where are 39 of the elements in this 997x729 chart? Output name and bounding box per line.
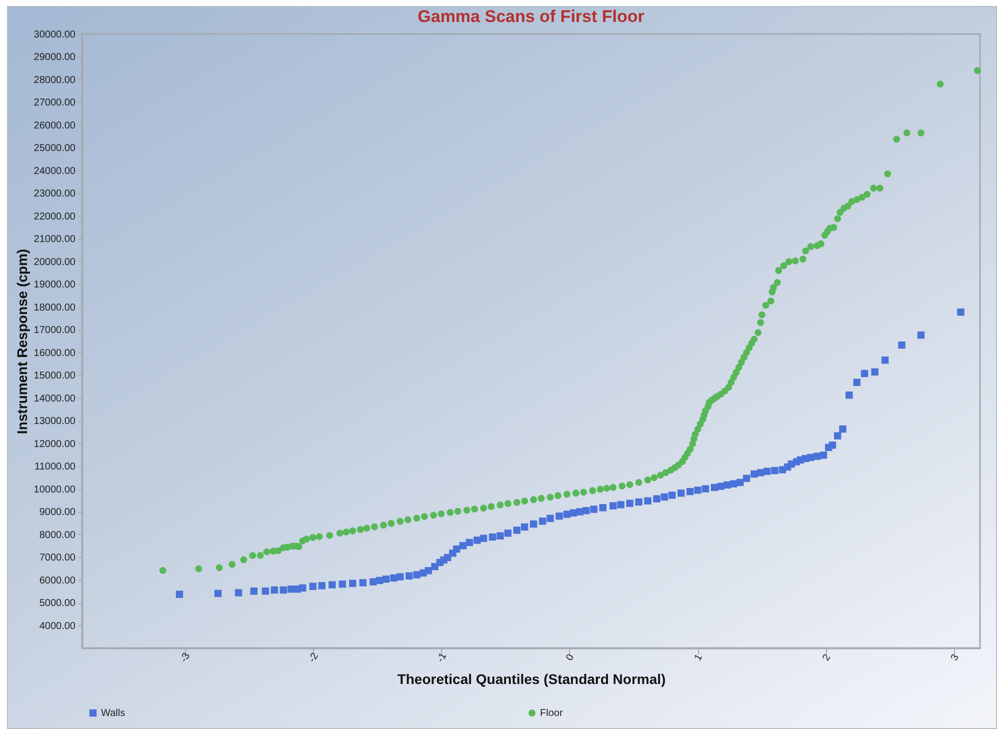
y-tick-label: 9000.00	[39, 507, 76, 518]
y-tick-label: 20000.00	[34, 256, 76, 268]
y-tick-label: 29000.00	[34, 52, 76, 64]
y-tick-label: 27000.00	[34, 98, 76, 109]
y-tick-label: 30000.00	[34, 30, 76, 40]
chart-title: Gamma Scans of First Floor	[418, 7, 645, 26]
y-tick-label: 18000.00	[34, 302, 76, 314]
y-tick-label: 5000.00	[39, 598, 76, 610]
x-tick-label: -2	[306, 650, 322, 664]
legend-label: Floor	[540, 708, 564, 719]
y-tick-label: 24000.00	[34, 166, 76, 177]
y-tick-label: 26000.00	[34, 120, 76, 132]
y-tick-label: 21000.00	[34, 234, 76, 246]
y-tick-label: 23000.00	[34, 188, 76, 200]
x-tick-label: 3	[949, 652, 962, 663]
y-tick-label: 16000.00	[34, 348, 76, 359]
y-tick-label: 22000.00	[34, 211, 76, 222]
y-tick-label: 13000.00	[34, 416, 76, 428]
y-tick-label: 11000.00	[34, 462, 76, 473]
y-tick-label: 14000.00	[34, 393, 76, 404]
x-axis-title: Theoretical Quantiles (Standard Normal)	[397, 670, 666, 687]
y-tick-label: 10000.00	[34, 484, 76, 496]
x-tick-label: 0	[564, 652, 577, 663]
y-tick-label: 25000.00	[34, 143, 76, 154]
y-tick-label: 7000.00	[39, 552, 76, 564]
y-tick-label: 19000.00	[34, 280, 76, 291]
y-tick-label: 17000.00	[34, 325, 76, 336]
x-tick-label: 2	[820, 652, 834, 663]
y-tick-label: 4000.00	[39, 620, 76, 632]
legend-label: Walls	[101, 708, 126, 719]
y-tick-label: 15000.00	[34, 370, 76, 382]
y-tick-label: 8000.00	[39, 530, 76, 541]
x-tick-label: 1	[692, 652, 706, 663]
y-axis-title: Instrument Response (cpm)	[14, 248, 30, 434]
x-tick-label: -3	[178, 650, 193, 664]
y-tick-label: 28000.00	[34, 74, 76, 86]
y-tick-label: 12000.00	[34, 438, 76, 450]
y-tick-label: 6000.00	[39, 575, 76, 586]
x-tick-label: -1	[435, 650, 450, 664]
